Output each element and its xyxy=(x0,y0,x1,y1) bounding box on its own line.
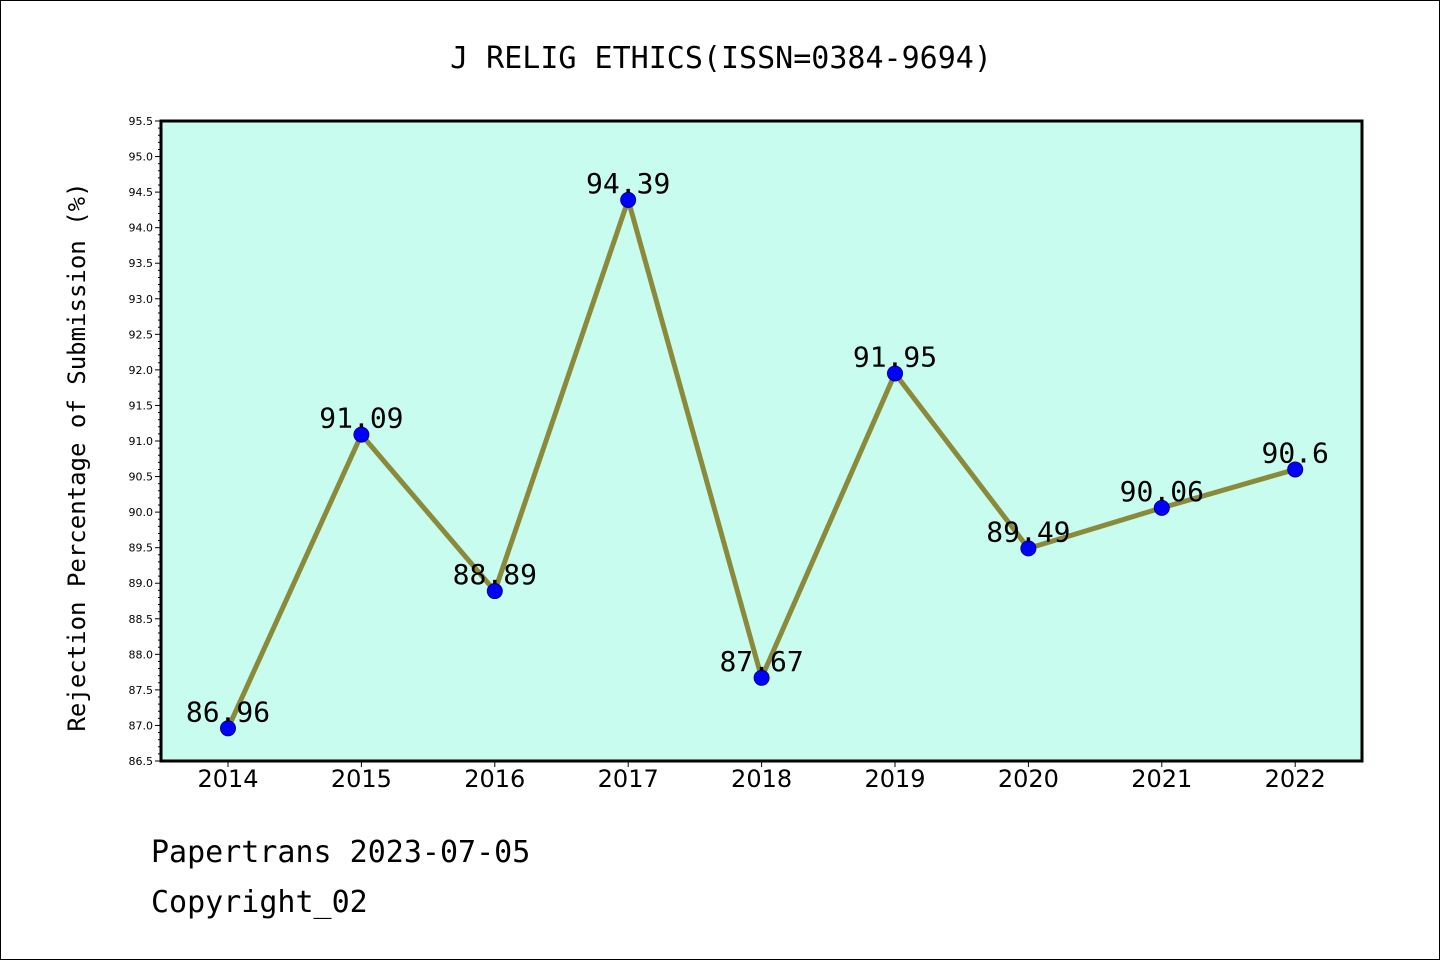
x-tick-label: 2020 xyxy=(998,765,1059,793)
data-label: 94.39 xyxy=(586,167,670,200)
x-tick-label: 2015 xyxy=(331,765,392,793)
x-tick-label: 2018 xyxy=(731,765,792,793)
y-tick-label: 93.0 xyxy=(129,293,154,306)
data-point xyxy=(753,669,770,686)
x-tick-label: 2017 xyxy=(598,765,659,793)
data-point xyxy=(620,191,637,208)
y-tick-label: 93.5 xyxy=(129,257,154,270)
y-axis-label: Rejection Percentage of Submission (%) xyxy=(63,182,91,731)
data-label: 86.96 xyxy=(186,695,270,728)
y-tick-label: 92.0 xyxy=(129,364,154,377)
y-tick-label: 92.5 xyxy=(129,328,154,341)
data-label: 88.89 xyxy=(453,558,537,591)
data-point xyxy=(220,720,236,737)
data-point xyxy=(887,365,903,382)
data-point xyxy=(1287,461,1304,478)
data-point xyxy=(486,583,503,600)
y-tick-label: 94.0 xyxy=(129,222,154,235)
footer-copyright: Copyright_02 xyxy=(151,885,368,920)
x-tick-label: 2016 xyxy=(464,765,525,793)
data-point xyxy=(1020,540,1037,557)
y-tick-label: 94.5 xyxy=(129,186,154,199)
data-point xyxy=(353,426,370,443)
footer-date: Papertrans 2023-07-05 xyxy=(151,835,531,870)
data-point xyxy=(1153,499,1170,516)
x-tick-label: 2014 xyxy=(197,765,258,793)
series-group xyxy=(220,191,1304,737)
x-tick-label: 2019 xyxy=(864,765,925,793)
y-tick-label: 87.0 xyxy=(129,719,154,732)
y-tick-label: 88.0 xyxy=(129,648,154,661)
x-tick-label: 2021 xyxy=(1131,765,1192,793)
data-label: 89.49 xyxy=(986,515,1070,548)
y-tick-label: 90.0 xyxy=(129,506,154,519)
data-label: 91.09 xyxy=(319,402,403,435)
x-axis: 2014 2015 2016 2017 2018 2019 2020 2021 2022 xyxy=(197,761,1326,793)
data-label: 91.95 xyxy=(853,340,937,373)
y-tick-label: 89.0 xyxy=(129,577,154,590)
y-tick-label: 86.5 xyxy=(129,755,154,768)
data-labels-group: 86.96 91.09 88.89 94.39 87.67 91.95 89.49 90.06… xyxy=(186,167,1329,728)
y-tick-label: 95.0 xyxy=(129,151,154,164)
data-label: 90.06 xyxy=(1120,475,1204,508)
y-tick-label: 91.5 xyxy=(129,399,154,412)
y-tick-label: 89.5 xyxy=(129,542,154,555)
y-tick-label: 87.5 xyxy=(129,684,154,697)
y-tick-label: 88.5 xyxy=(129,613,154,626)
data-label: 90.6 xyxy=(1261,436,1328,469)
y-axis: 86.5 87.0 87.5 88.0 88.5 89.0 89.5 90.0 90.5 91.0… xyxy=(129,115,161,768)
y-tick-label: 95.5 xyxy=(129,115,154,128)
y-tick-label: 90.5 xyxy=(129,471,154,484)
chart-title: J RELIG ETHICS(ISSN=0384-9694) xyxy=(450,41,992,76)
x-tick-label: 2022 xyxy=(1265,765,1326,793)
data-label: 87.67 xyxy=(719,645,803,678)
y-tick-label: 91.0 xyxy=(129,435,154,448)
